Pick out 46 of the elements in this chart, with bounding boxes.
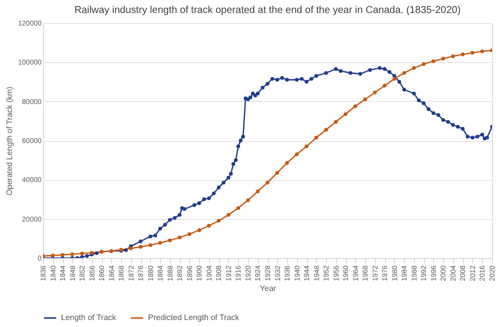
x-axis-title: Year [260, 284, 276, 294]
point [314, 136, 318, 140]
point [60, 253, 64, 257]
point [373, 90, 377, 94]
point [470, 50, 474, 55]
chart-title: Railway industry length of track operated at the end of the year in Canada. (1835-2020) [74, 5, 461, 16]
point [324, 128, 328, 132]
point [256, 190, 260, 194]
point [275, 170, 280, 175]
point [148, 243, 152, 247]
point [188, 232, 192, 236]
point [441, 56, 446, 61]
point [460, 52, 465, 56]
point [168, 238, 172, 242]
point [226, 213, 230, 217]
point [50, 254, 55, 258]
point [304, 144, 308, 148]
point [158, 241, 162, 245]
point [266, 180, 270, 184]
point [216, 218, 221, 223]
point [178, 236, 182, 240]
point [334, 120, 338, 124]
point [236, 206, 240, 210]
point [353, 104, 358, 108]
point [207, 224, 211, 228]
legend-label: Predicted Length of Track [148, 313, 240, 322]
point [412, 66, 416, 70]
point [480, 50, 484, 54]
point [128, 246, 133, 250]
point [70, 252, 74, 256]
point [294, 152, 299, 156]
point [344, 112, 348, 116]
y-axis-title: Operated Length of Track (km) [5, 86, 14, 196]
point [80, 252, 84, 256]
point [363, 98, 367, 102]
point [402, 71, 406, 75]
point [382, 84, 386, 88]
point [246, 198, 250, 202]
point [422, 62, 426, 66]
point [451, 54, 455, 58]
point [432, 59, 436, 64]
point [138, 244, 142, 249]
point [197, 228, 202, 232]
legend-label: Length of Track [61, 313, 118, 322]
point [392, 76, 396, 81]
point [285, 161, 289, 165]
